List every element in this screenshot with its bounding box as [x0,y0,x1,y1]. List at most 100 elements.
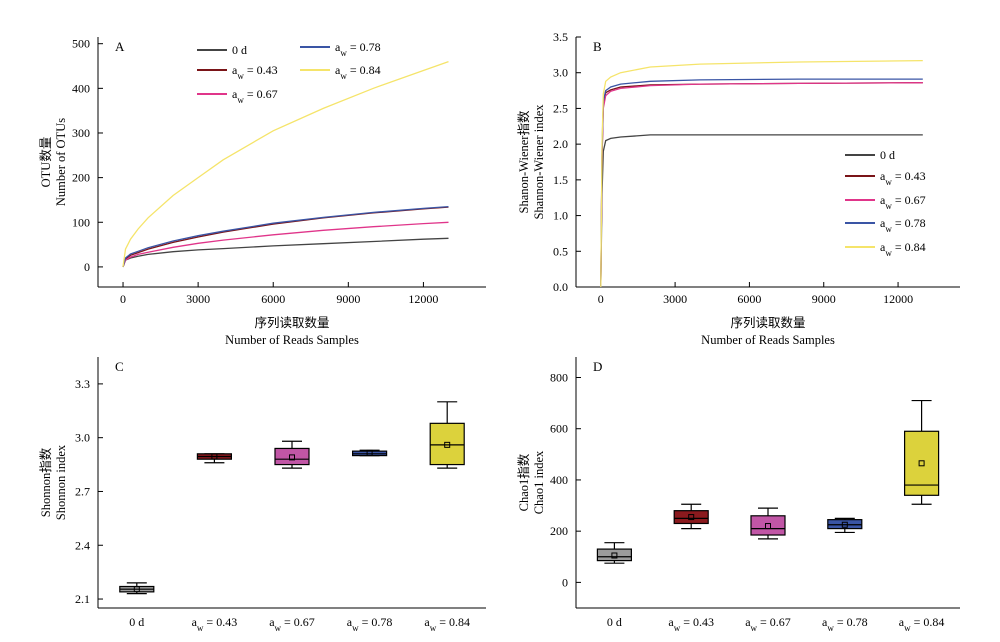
legend-label-0: 0 d [880,148,895,162]
x-axis-title: 序列读取数量 [730,315,805,330]
panel-label: B [593,39,602,54]
y-axis-title: OTU数量 [38,137,53,188]
box-1 [196,453,232,464]
y-tick-label: 200 [72,171,90,185]
box-3 [827,517,863,534]
y-tick-label: 0.0 [553,280,568,294]
chart-panel-b: 0.0 0.5 1.0 1.5 2.0 2.5 3.0 3.5 B Shanon-Wiener指数… [516,30,960,347]
y-tick-label: 500 [72,37,90,51]
legend-label-3: aw = 0.78 [335,40,381,58]
y-axis-title: Shonnon指数 [38,447,53,517]
x-axis-title: 序列读取数量 [254,315,329,330]
x-tick-label: aw = 0.84 [424,615,470,633]
y-axis-title: Shanon-Wiener指数 [516,110,531,213]
box-iqr [596,548,633,562]
y-tick-label: 3.0 [553,66,568,80]
box-mean-marker [611,552,618,559]
x-tick-label: aw = 0.43 [192,615,238,633]
y-axis-title: Chao1指数 [516,453,531,511]
box-iqr [429,422,465,466]
chart-panel-a: 0 100 200 300 400 500 A OTU数量 Number of OTUs 0 300… [38,37,486,347]
x-tick-label: 0 [120,292,126,306]
box-3 [352,449,388,457]
series-line-0 [122,237,449,268]
x-tick-label: aw = 0.78 [347,615,393,633]
box-mean-marker [444,441,451,448]
y-tick-label: 400 [72,81,90,95]
box-mean-marker [211,453,218,460]
series-line-1 [600,82,923,288]
box-0 [119,582,155,595]
panel-label: D [593,359,602,374]
legend-label-1: aw = 0.43 [232,63,278,81]
y-tick-label: 2.7 [75,484,90,498]
legend-label-2: aw = 0.67 [232,87,278,105]
box-mean-marker [133,586,140,593]
y-tick-label: 100 [72,215,90,229]
box-iqr [750,515,786,536]
x-tick-label: 9000 [812,292,836,306]
x-tick-label: aw = 0.67 [745,615,791,633]
series-line-1 [122,206,449,268]
y-tick-label: 300 [72,126,90,140]
box-iqr [903,430,940,496]
y-tick-label: 3.5 [553,30,568,44]
box-4 [429,401,465,469]
x-tick-label: 0 d [607,615,622,629]
box-0 [596,542,633,564]
x-tick-label: aw = 0.43 [668,615,714,633]
legend-label-0: 0 d [232,43,247,57]
y-tick-label: 0 [562,575,568,589]
legend-label-3: aw = 0.78 [880,216,926,234]
x-tick-label: 12000 [883,292,913,306]
series-line-4 [122,60,449,267]
y-axis-title-en: Shonnon index [54,444,68,520]
y-tick-label: 2.0 [553,137,568,151]
y-tick-label: 800 [550,370,568,384]
series-line-4 [600,59,923,288]
box-iqr [827,519,863,530]
y-tick-label: 3.3 [75,377,90,391]
y-tick-label: 1.0 [553,209,568,223]
y-tick-label: 2.4 [75,538,90,552]
x-tick-label: aw = 0.78 [822,615,868,633]
box-iqr [673,510,709,525]
panel-label: C [115,359,124,374]
legend-label-4: aw = 0.84 [880,240,926,258]
x-tick-label: 0 [598,292,604,306]
box-4 [903,399,940,505]
x-axis-title-en: Number of Reads Samples [225,333,359,347]
y-tick-label: 200 [550,524,568,538]
series-line-2 [122,221,449,268]
y-tick-label: 2.1 [75,592,90,606]
box-1 [673,503,709,530]
legend-label-2: aw = 0.67 [880,193,926,211]
box-mean-marker [918,460,925,467]
series-line-3 [600,78,923,288]
y-tick-label: 2.5 [553,101,568,115]
y-tick-label: 0.5 [553,244,568,258]
box-iqr [274,447,310,466]
x-tick-label: aw = 0.84 [899,615,945,633]
series-line-0 [600,134,923,288]
y-axis-title-en: Chao1 index [532,450,546,514]
chart-panel-c: 2.1 2.4 2.7 3.0 3.3 C Shonnon指数 Shonnon index 0 … [38,357,486,633]
chart-panel-d: 0 200 400 600 800 D Chao1指数 Chao1 index 0 d aw = … [516,357,960,633]
legend-label-1: aw = 0.43 [880,169,926,187]
box-mean-marker [765,523,771,530]
legend-label-4: aw = 0.84 [335,63,381,81]
box-mean-marker [366,449,373,456]
x-tick-label: 3000 [186,292,210,306]
box-2 [274,440,310,469]
box-mean-marker [289,454,295,461]
x-tick-label: 0 d [129,615,144,629]
box-2 [750,507,786,540]
x-tick-label: 12000 [408,292,438,306]
x-tick-label: 6000 [261,292,285,306]
x-tick-label: 6000 [737,292,761,306]
box-mean-marker [841,521,848,528]
x-tick-label: 3000 [663,292,687,306]
y-tick-label: 3.0 [75,431,90,445]
y-axis-title-en: Number of OTUs [54,118,68,206]
